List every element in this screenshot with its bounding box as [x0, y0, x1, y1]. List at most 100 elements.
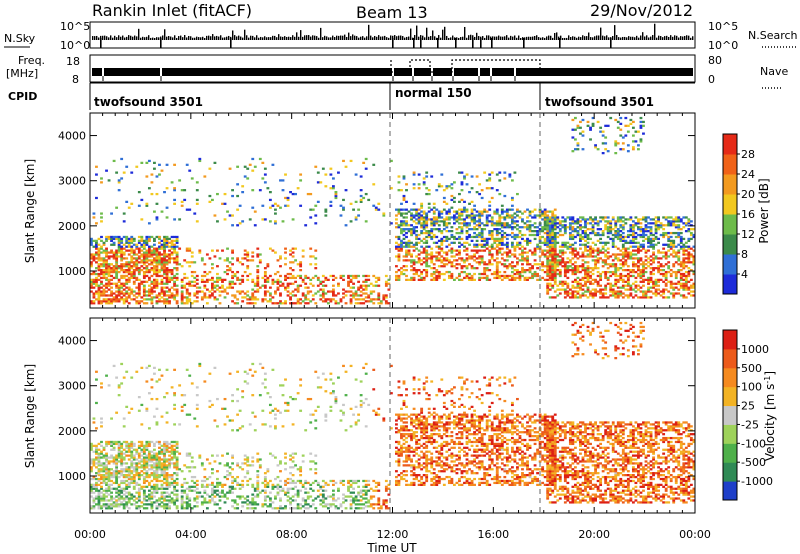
heatmap-cell: [397, 181, 401, 184]
heatmap-cell: [568, 261, 572, 264]
heatmap-cell: [440, 272, 444, 276]
nsky-bar: [562, 37, 564, 40]
heatmap-cell: [150, 292, 154, 295]
heatmap-cell: [551, 224, 555, 227]
heatmap-cell: [301, 249, 305, 252]
heatmap-cell: [538, 263, 542, 266]
heatmap-cell: [294, 294, 298, 297]
heatmap-cell: [435, 222, 439, 225]
heatmap-cell: [100, 499, 103, 502]
heatmap-cell: [576, 233, 580, 237]
heatmap-cell: [490, 196, 494, 200]
heatmap-cell: [263, 274, 267, 278]
heatmap-cell: [400, 189, 403, 192]
heatmap-cell: [682, 284, 686, 287]
heatmap-cell: [92, 485, 96, 488]
heatmap-cell: [543, 243, 547, 246]
heatmap-cell: [97, 294, 101, 297]
heatmap-cell: [115, 472, 119, 475]
heatmap-cell: [510, 222, 514, 225]
heatmap-cell: [321, 288, 325, 291]
heatmap-cell: [536, 226, 540, 229]
nsky-bar: [424, 37, 426, 40]
freq-label-1: Freq.: [18, 54, 45, 67]
heatmap-cell: [624, 269, 628, 272]
heatmap-cell: [599, 220, 603, 223]
heatmap-cell: [246, 253, 250, 256]
colorbar-tick-label: 12: [741, 228, 755, 241]
heatmap-cell: [175, 253, 179, 256]
heatmap-cell: [425, 257, 429, 260]
heatmap-cell: [160, 292, 164, 295]
heatmap-cell: [614, 220, 618, 223]
heatmap-cell: [470, 200, 474, 203]
heatmap-cell: [465, 216, 469, 219]
heatmap-cell: [163, 272, 166, 276]
heatmap-cell: [483, 237, 487, 241]
heatmap-cell: [516, 243, 519, 246]
heatmap-cell: [526, 220, 529, 223]
heatmap-cell: [309, 208, 313, 211]
heatmap-cell: [513, 245, 517, 248]
nsky-bar: [250, 35, 252, 40]
heatmap-cell: [125, 265, 129, 268]
heatmap-cell: [268, 274, 272, 278]
heatmap-cell: [410, 259, 413, 262]
heatmap-cell: [100, 468, 103, 471]
heatmap-cell: [647, 241, 650, 244]
heatmap-cell: [102, 474, 106, 477]
nsky-bar: [456, 37, 458, 40]
heatmap-cell: [553, 255, 557, 258]
heatmap-cell: [122, 489, 126, 492]
heatmap-cell: [100, 417, 103, 420]
heatmap-cell: [110, 282, 113, 285]
heatmap-cell: [687, 257, 691, 260]
heatmap-cell: [112, 503, 116, 506]
heatmap-cell: [253, 165, 257, 168]
heatmap-cell: [480, 243, 484, 246]
heatmap-cell: [286, 286, 290, 289]
heatmap-cell: [349, 294, 353, 297]
heatmap-cell: [553, 270, 557, 274]
heatmap-cell: [571, 216, 575, 219]
heatmap-cell: [672, 224, 676, 227]
heatmap-cell: [579, 288, 582, 291]
heatmap-cell: [551, 249, 555, 252]
heatmap-cell: [115, 499, 119, 502]
nsky-bar: [594, 36, 596, 40]
heatmap-cell: [200, 278, 204, 281]
heatmap-cell: [112, 300, 116, 303]
heatmap-cell: [533, 222, 537, 225]
heatmap-cell: [483, 249, 487, 252]
heatmap-cell: [689, 237, 693, 241]
heatmap-cell: [175, 267, 179, 270]
heatmap-cell: [357, 286, 361, 289]
heatmap-cell: [510, 253, 514, 256]
heatmap-cell: [548, 270, 552, 274]
heatmap-cell: [531, 253, 534, 256]
heatmap-cell: [115, 491, 119, 494]
heatmap-cell: [90, 495, 93, 498]
heatmap-cell: [589, 270, 592, 274]
heatmap-cell: [594, 222, 597, 225]
heatmap-cell: [626, 150, 630, 153]
heatmap-cell: [523, 259, 527, 262]
heatmap-cell: [276, 282, 280, 285]
nsky-bar: [658, 35, 660, 40]
heatmap-cell: [513, 233, 517, 237]
nsky-bar: [336, 35, 338, 40]
heatmap-cell: [163, 294, 166, 297]
heatmap-cell: [289, 276, 292, 280]
heatmap-cell: [256, 288, 260, 291]
heatmap-cell: [349, 302, 353, 305]
heatmap-cell: [445, 253, 449, 256]
heatmap-cell: [412, 259, 416, 262]
heatmap-cell: [105, 284, 108, 287]
nsky-bar: [310, 36, 312, 40]
heatmap-cell: [127, 276, 131, 280]
heatmap-cell: [374, 284, 378, 287]
heatmap-cell: [672, 255, 676, 258]
heatmap-cell: [397, 235, 401, 239]
heatmap-cell: [445, 212, 449, 215]
nsky-bar: [458, 37, 460, 40]
